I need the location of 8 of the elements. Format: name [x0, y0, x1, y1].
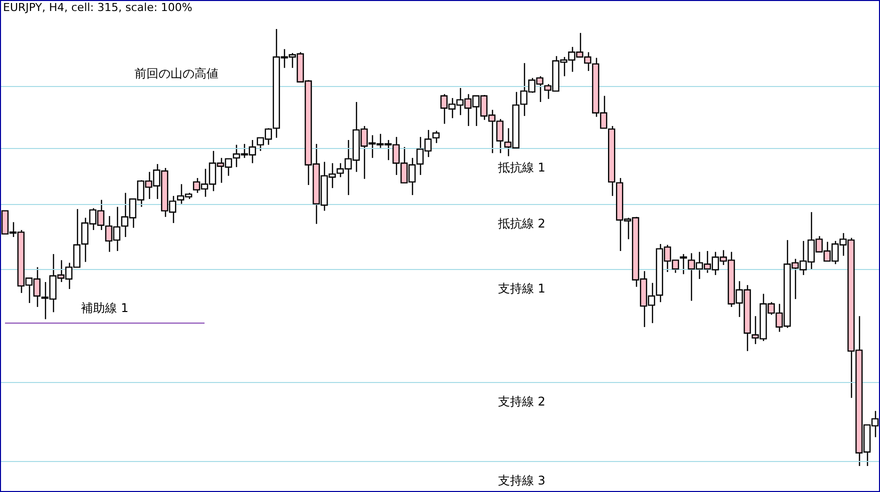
ref-line-label: 支持線 1: [498, 282, 546, 296]
chart-title: EURJPY, H4, cell: 315, scale: 100%: [3, 1, 192, 14]
ref-line-label: 抵抗線 1: [496, 160, 546, 175]
ref-line-label: 抵抗線 2: [496, 216, 546, 231]
ref-line-label: 支持線 2: [498, 394, 546, 409]
series-label: 補助線 1: [81, 301, 128, 316]
ref-line-label: 前回の山の高値: [134, 66, 219, 81]
ref-line-label: 支持線 3: [498, 474, 546, 488]
